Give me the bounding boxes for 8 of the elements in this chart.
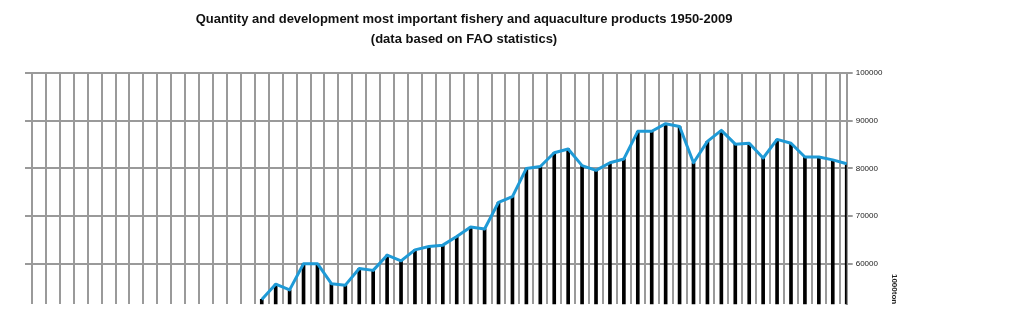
y-tick-label: 70000 (855, 211, 879, 221)
chart-subtitle: (data based on FAO statistics) (370, 30, 558, 46)
y-tick-label: 80000 (855, 163, 879, 173)
y-tick-label: 60000 (855, 258, 879, 268)
y-axis-title: 1000ton (890, 273, 899, 305)
y-tick-label: 100000 (855, 68, 883, 78)
chart-title: Quantity and development most important fishery and aquaculture products 1950-2009 (195, 11, 733, 27)
y-tick-label: 90000 (855, 116, 879, 126)
